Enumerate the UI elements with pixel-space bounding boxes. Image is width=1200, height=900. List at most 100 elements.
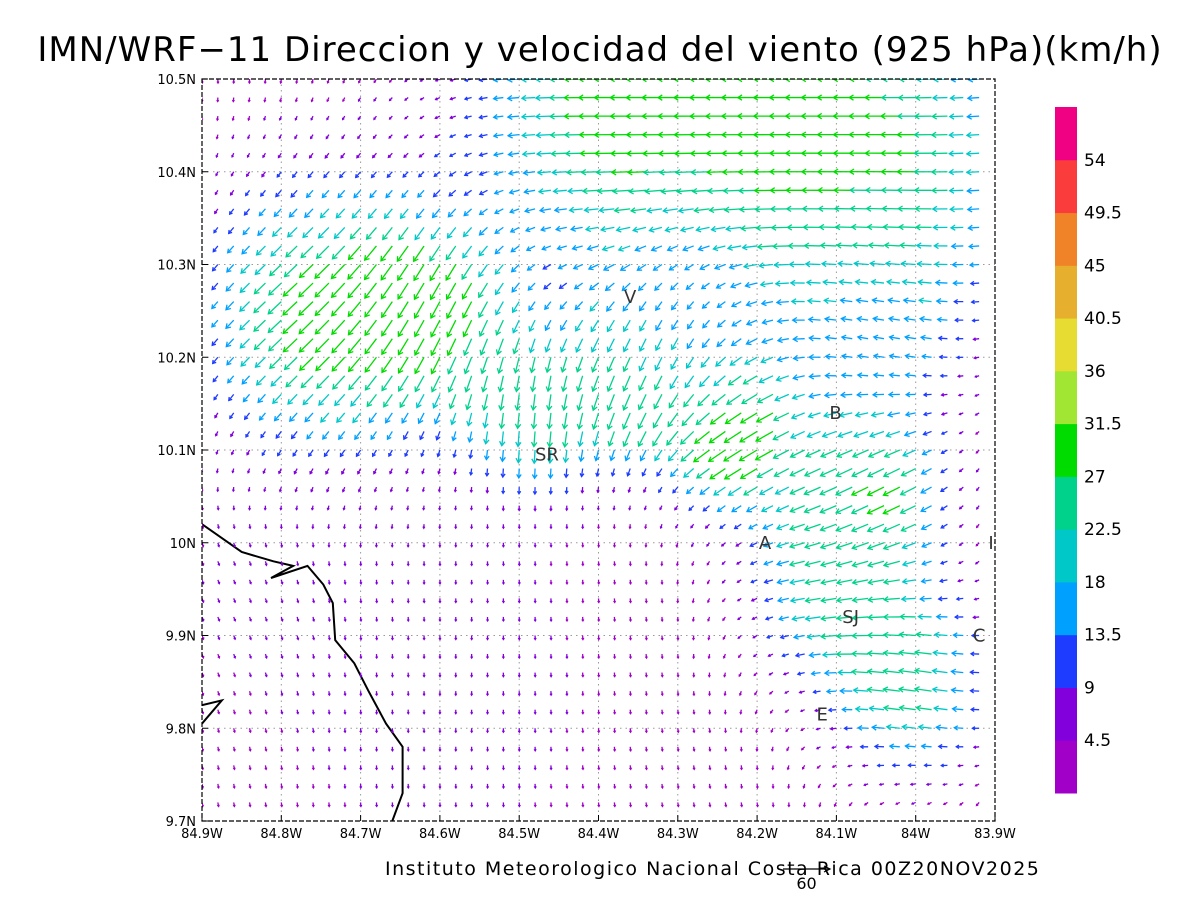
- wind-arrow: [854, 411, 869, 418]
- wind-arrow: [637, 412, 647, 430]
- wind-arrow: [541, 245, 552, 251]
- wind-arrow: [659, 524, 663, 530]
- wind-arrow: [436, 449, 441, 458]
- wind-arrow: [525, 245, 536, 252]
- wind-arrow: [708, 206, 726, 214]
- wind-arrow: [708, 691, 712, 697]
- lon-tick-label: 84.3W: [657, 827, 699, 842]
- wind-arrow: [343, 783, 347, 790]
- wind-arrow: [723, 449, 742, 462]
- wind-arrow: [359, 616, 363, 623]
- wind-arrow: [957, 393, 964, 397]
- wind-arrow: [243, 412, 251, 421]
- wind-arrow: [216, 783, 220, 789]
- wind-arrow: [592, 431, 600, 447]
- wind-arrow: [339, 171, 346, 179]
- wind-arrow: [529, 375, 537, 393]
- wind-arrow: [262, 468, 267, 475]
- wind-arrow: [761, 318, 774, 326]
- wind-arrow: [925, 782, 932, 786]
- wind-arrow: [483, 431, 490, 445]
- wind-arrow: [217, 709, 221, 715]
- wind-arrow: [280, 672, 284, 678]
- wind-arrow: [613, 672, 617, 678]
- wind-arrow: [966, 187, 980, 194]
- wind-arrow: [939, 486, 948, 492]
- wind-arrow: [835, 614, 853, 622]
- wind-arrow: [264, 542, 268, 548]
- wind-arrow: [463, 338, 473, 357]
- wind-arrow: [356, 152, 362, 159]
- wind-arrow: [814, 708, 821, 713]
- wind-arrow: [695, 412, 710, 426]
- wind-arrow: [406, 561, 410, 567]
- wind-arrow: [359, 783, 363, 790]
- wind-arrow: [652, 431, 663, 447]
- wind-arrow: [922, 392, 932, 398]
- wind-arrow: [310, 505, 314, 511]
- wind-arrow: [850, 523, 869, 533]
- wind-arrow: [895, 149, 916, 157]
- wind-arrow: [791, 393, 805, 401]
- wind-arrow: [917, 297, 932, 304]
- wind-arrow: [967, 243, 980, 250]
- lon-tick-label: 83.9W: [974, 827, 1016, 842]
- wind-arrow: [327, 746, 331, 753]
- wind-arrow: [414, 356, 425, 375]
- wind-arrow: [708, 802, 712, 808]
- wind-arrow: [778, 615, 789, 622]
- wind-arrow: [248, 505, 252, 511]
- wind-arrow: [347, 319, 362, 336]
- wind-arrow: [543, 282, 552, 290]
- wind-arrow: [572, 263, 583, 270]
- wind-arrow: [939, 578, 948, 584]
- wind-arrow: [897, 223, 916, 231]
- wind-arrow: [342, 79, 346, 84]
- wind-arrow: [882, 613, 900, 621]
- wind-arrow: [958, 523, 964, 528]
- wind-arrow: [628, 579, 632, 586]
- wind-arrow: [899, 242, 916, 249]
- wind-arrow: [464, 375, 473, 393]
- wind-arrow: [295, 783, 299, 790]
- wind-arrow: [597, 691, 601, 697]
- wind-arrow: [264, 524, 268, 530]
- wind-arrow: [545, 375, 552, 393]
- wind-arrow: [590, 319, 600, 333]
- wind-arrow: [675, 542, 679, 548]
- wind-arrow: [390, 709, 394, 715]
- wind-arrow: [470, 542, 474, 548]
- wind-arrow: [381, 338, 393, 356]
- wind-arrow: [779, 634, 789, 640]
- wind-arrow: [253, 301, 266, 314]
- wind-arrow: [447, 356, 457, 375]
- wind-arrow: [883, 449, 901, 458]
- wind-arrow: [516, 487, 522, 496]
- wind-arrow: [429, 245, 441, 262]
- wind-arrow: [257, 393, 266, 404]
- wind-arrow: [654, 282, 663, 291]
- wind-arrow: [901, 560, 916, 567]
- wind-arrow: [792, 633, 805, 640]
- wind-arrow: [692, 728, 696, 734]
- wind-arrow: [231, 97, 235, 103]
- wind-arrow: [501, 672, 505, 678]
- wind-arrow: [655, 319, 663, 332]
- wind-arrow: [882, 542, 901, 551]
- wind-arrow: [463, 357, 473, 375]
- wind-arrow: [383, 393, 393, 408]
- wind-arrow: [974, 375, 980, 379]
- wind-arrow: [644, 524, 648, 530]
- wind-arrow: [359, 653, 363, 660]
- wind-arrow: [934, 279, 948, 286]
- wind-arrow: [574, 301, 584, 311]
- colorbar-segment: [1055, 581, 1077, 636]
- wind-arrow: [904, 334, 916, 341]
- wind-arrow: [694, 430, 710, 444]
- wind-arrow: [486, 635, 490, 641]
- wind-arrow: [919, 595, 932, 602]
- wind-arrow: [957, 763, 964, 768]
- wind-arrow: [798, 690, 805, 694]
- wind-arrow: [326, 486, 330, 493]
